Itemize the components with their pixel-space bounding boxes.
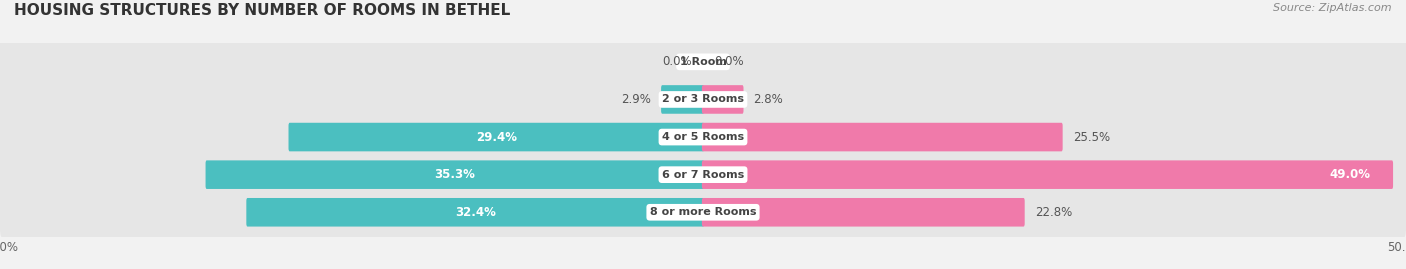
Text: 22.8%: 22.8% bbox=[1035, 206, 1071, 219]
Text: 25.5%: 25.5% bbox=[1073, 130, 1109, 144]
Text: 2.8%: 2.8% bbox=[754, 93, 783, 106]
FancyBboxPatch shape bbox=[702, 123, 1063, 151]
FancyBboxPatch shape bbox=[0, 148, 1406, 202]
Text: 29.4%: 29.4% bbox=[475, 130, 517, 144]
Text: 2 or 3 Rooms: 2 or 3 Rooms bbox=[662, 94, 744, 104]
FancyBboxPatch shape bbox=[288, 123, 704, 151]
FancyBboxPatch shape bbox=[702, 160, 1393, 189]
FancyBboxPatch shape bbox=[246, 198, 704, 226]
FancyBboxPatch shape bbox=[0, 72, 1406, 126]
Text: HOUSING STRUCTURES BY NUMBER OF ROOMS IN BETHEL: HOUSING STRUCTURES BY NUMBER OF ROOMS IN… bbox=[14, 3, 510, 18]
Text: 35.3%: 35.3% bbox=[434, 168, 475, 181]
FancyBboxPatch shape bbox=[702, 85, 744, 114]
Text: 0.0%: 0.0% bbox=[714, 55, 744, 68]
Text: 0.0%: 0.0% bbox=[662, 55, 692, 68]
Text: 6 or 7 Rooms: 6 or 7 Rooms bbox=[662, 170, 744, 180]
Text: Source: ZipAtlas.com: Source: ZipAtlas.com bbox=[1274, 3, 1392, 13]
FancyBboxPatch shape bbox=[0, 185, 1406, 239]
FancyBboxPatch shape bbox=[0, 35, 1406, 89]
FancyBboxPatch shape bbox=[0, 110, 1406, 164]
FancyBboxPatch shape bbox=[205, 160, 704, 189]
Text: 8 or more Rooms: 8 or more Rooms bbox=[650, 207, 756, 217]
FancyBboxPatch shape bbox=[702, 198, 1025, 226]
Text: 49.0%: 49.0% bbox=[1330, 168, 1371, 181]
Text: 1 Room: 1 Room bbox=[679, 57, 727, 67]
FancyBboxPatch shape bbox=[661, 85, 704, 114]
Text: 32.4%: 32.4% bbox=[454, 206, 496, 219]
Text: 4 or 5 Rooms: 4 or 5 Rooms bbox=[662, 132, 744, 142]
Text: 2.9%: 2.9% bbox=[621, 93, 651, 106]
